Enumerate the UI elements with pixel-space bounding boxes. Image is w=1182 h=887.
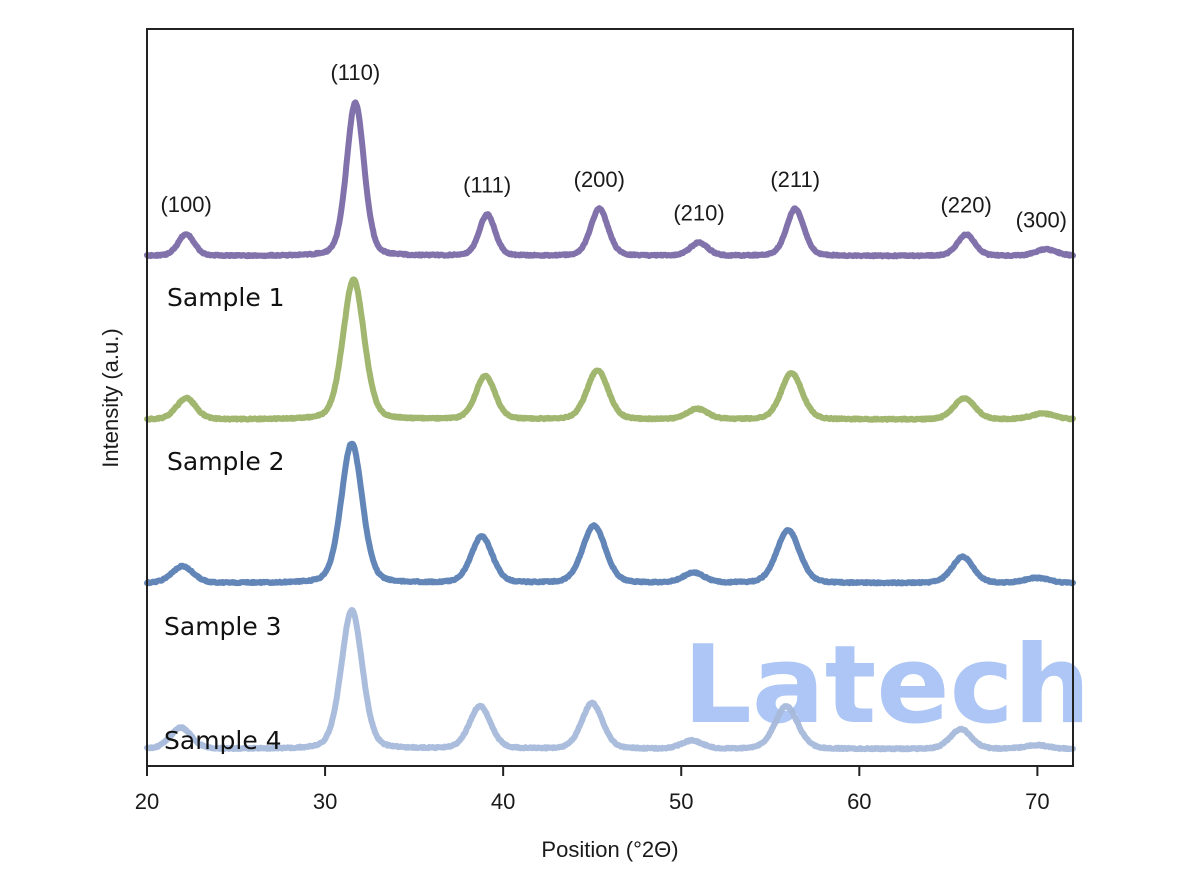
x-tick-label: 40 bbox=[491, 789, 515, 814]
sample-label: Sample 2 bbox=[167, 447, 285, 476]
peak-label: (300) bbox=[1016, 207, 1067, 232]
x-axis-ticks: 20 30 40 50 60 70 bbox=[135, 766, 1050, 814]
sample-label: Sample 3 bbox=[164, 612, 282, 641]
x-tick-label: 30 bbox=[313, 789, 337, 814]
series-line-sample-1 bbox=[144, 99, 1076, 260]
series-line-sample-2 bbox=[144, 276, 1076, 423]
peak-label: (200) bbox=[574, 167, 625, 192]
watermark: Latech bbox=[683, 623, 1090, 748]
plot-frame bbox=[146, 28, 1074, 767]
x-tick-label: 50 bbox=[669, 789, 693, 814]
series-line-sample-3 bbox=[144, 440, 1076, 587]
peak-label-layer: (100) (110) (111) (200) (210) (211) (220) (300) bbox=[160, 60, 1067, 232]
x-tick-label: 70 bbox=[1025, 789, 1049, 814]
sample-label: Sample 4 bbox=[164, 726, 282, 755]
peak-label: (211) bbox=[770, 167, 820, 192]
sample-label-layer: Sample 1 Sample 2 Sample 3 Sample 4 bbox=[164, 283, 285, 755]
y-axis-title: Intensity (a.u.) bbox=[98, 328, 123, 467]
peak-label: (210) bbox=[673, 201, 724, 226]
x-tick-label: 60 bbox=[847, 789, 871, 814]
x-tick-label: 20 bbox=[135, 789, 159, 814]
series-layer bbox=[144, 99, 1076, 753]
series-line-sample-4 bbox=[144, 607, 1076, 753]
peak-label: (100) bbox=[160, 192, 211, 217]
peak-label: (110) bbox=[330, 60, 380, 85]
peak-label: (111) bbox=[463, 173, 511, 198]
sample-label: Sample 1 bbox=[167, 283, 285, 312]
peak-label: (220) bbox=[940, 193, 991, 218]
x-axis-title: Position (°2Θ) bbox=[541, 837, 678, 862]
